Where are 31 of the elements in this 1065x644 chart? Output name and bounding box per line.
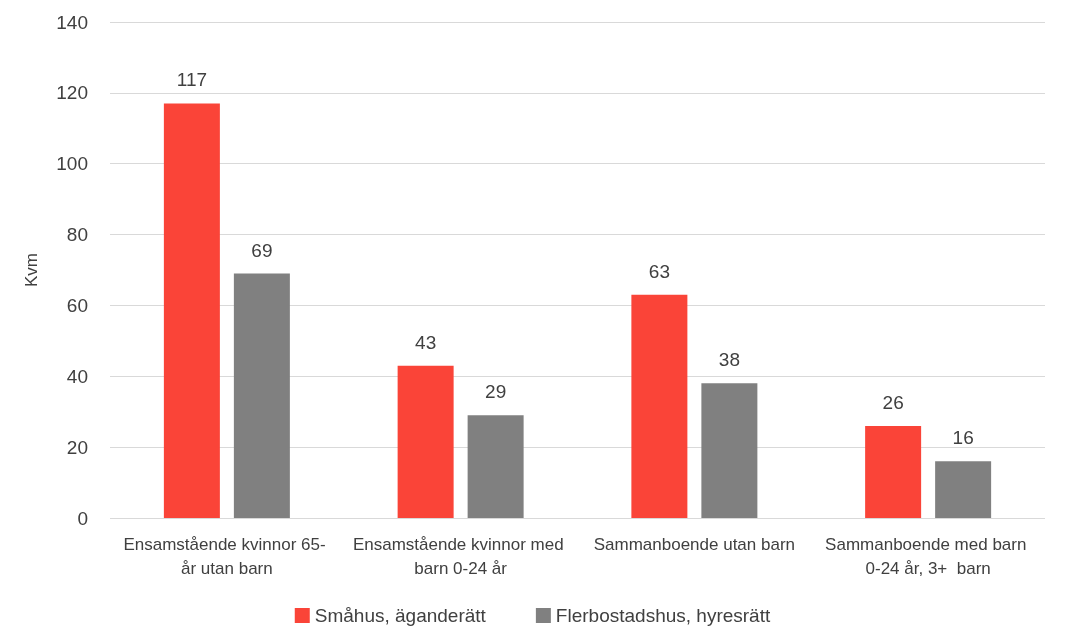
y-tick-label: 60 [66,294,88,316]
y-tick-label: 100 [56,153,88,175]
y-tick-label: 120 [56,82,88,104]
bar [631,294,688,518]
x-tick-label: Ensamstående kvinnor med barn 0-24 år [352,534,569,578]
x-tick-label: Sammanboende med barn 0-24 år, 3+ barn [825,534,1032,578]
data-label: 29 [485,381,507,403]
y-tick-label: 80 [66,224,88,246]
data-label: 43 [415,331,437,353]
y-tick-label: 140 [56,11,88,33]
bar [397,365,454,518]
data-label: 69 [251,239,273,261]
x-tick-label: Sammanboende utan barn [593,534,796,554]
y-tick-label: 0 [77,507,88,529]
y-tick-label: 20 [66,436,88,458]
y-axis-title: Kvm [22,253,41,287]
x-tick-label: Ensamstående kvinnor 65- år utan barn [123,534,331,578]
bar [233,273,290,518]
data-label: 26 [882,391,904,413]
bar [467,415,524,518]
data-label: 63 [648,260,670,282]
legend-label: Småhus, äganderätt [314,605,487,626]
bar [163,103,220,518]
bar [865,425,922,518]
legend-label: Flerbostadshus, hyresrätt [555,605,771,626]
y-tick-label: 40 [66,365,88,387]
bar [701,383,758,518]
data-label: 117 [176,69,208,91]
bar [935,461,992,518]
data-label: 16 [952,427,974,449]
data-label: 38 [718,349,740,371]
